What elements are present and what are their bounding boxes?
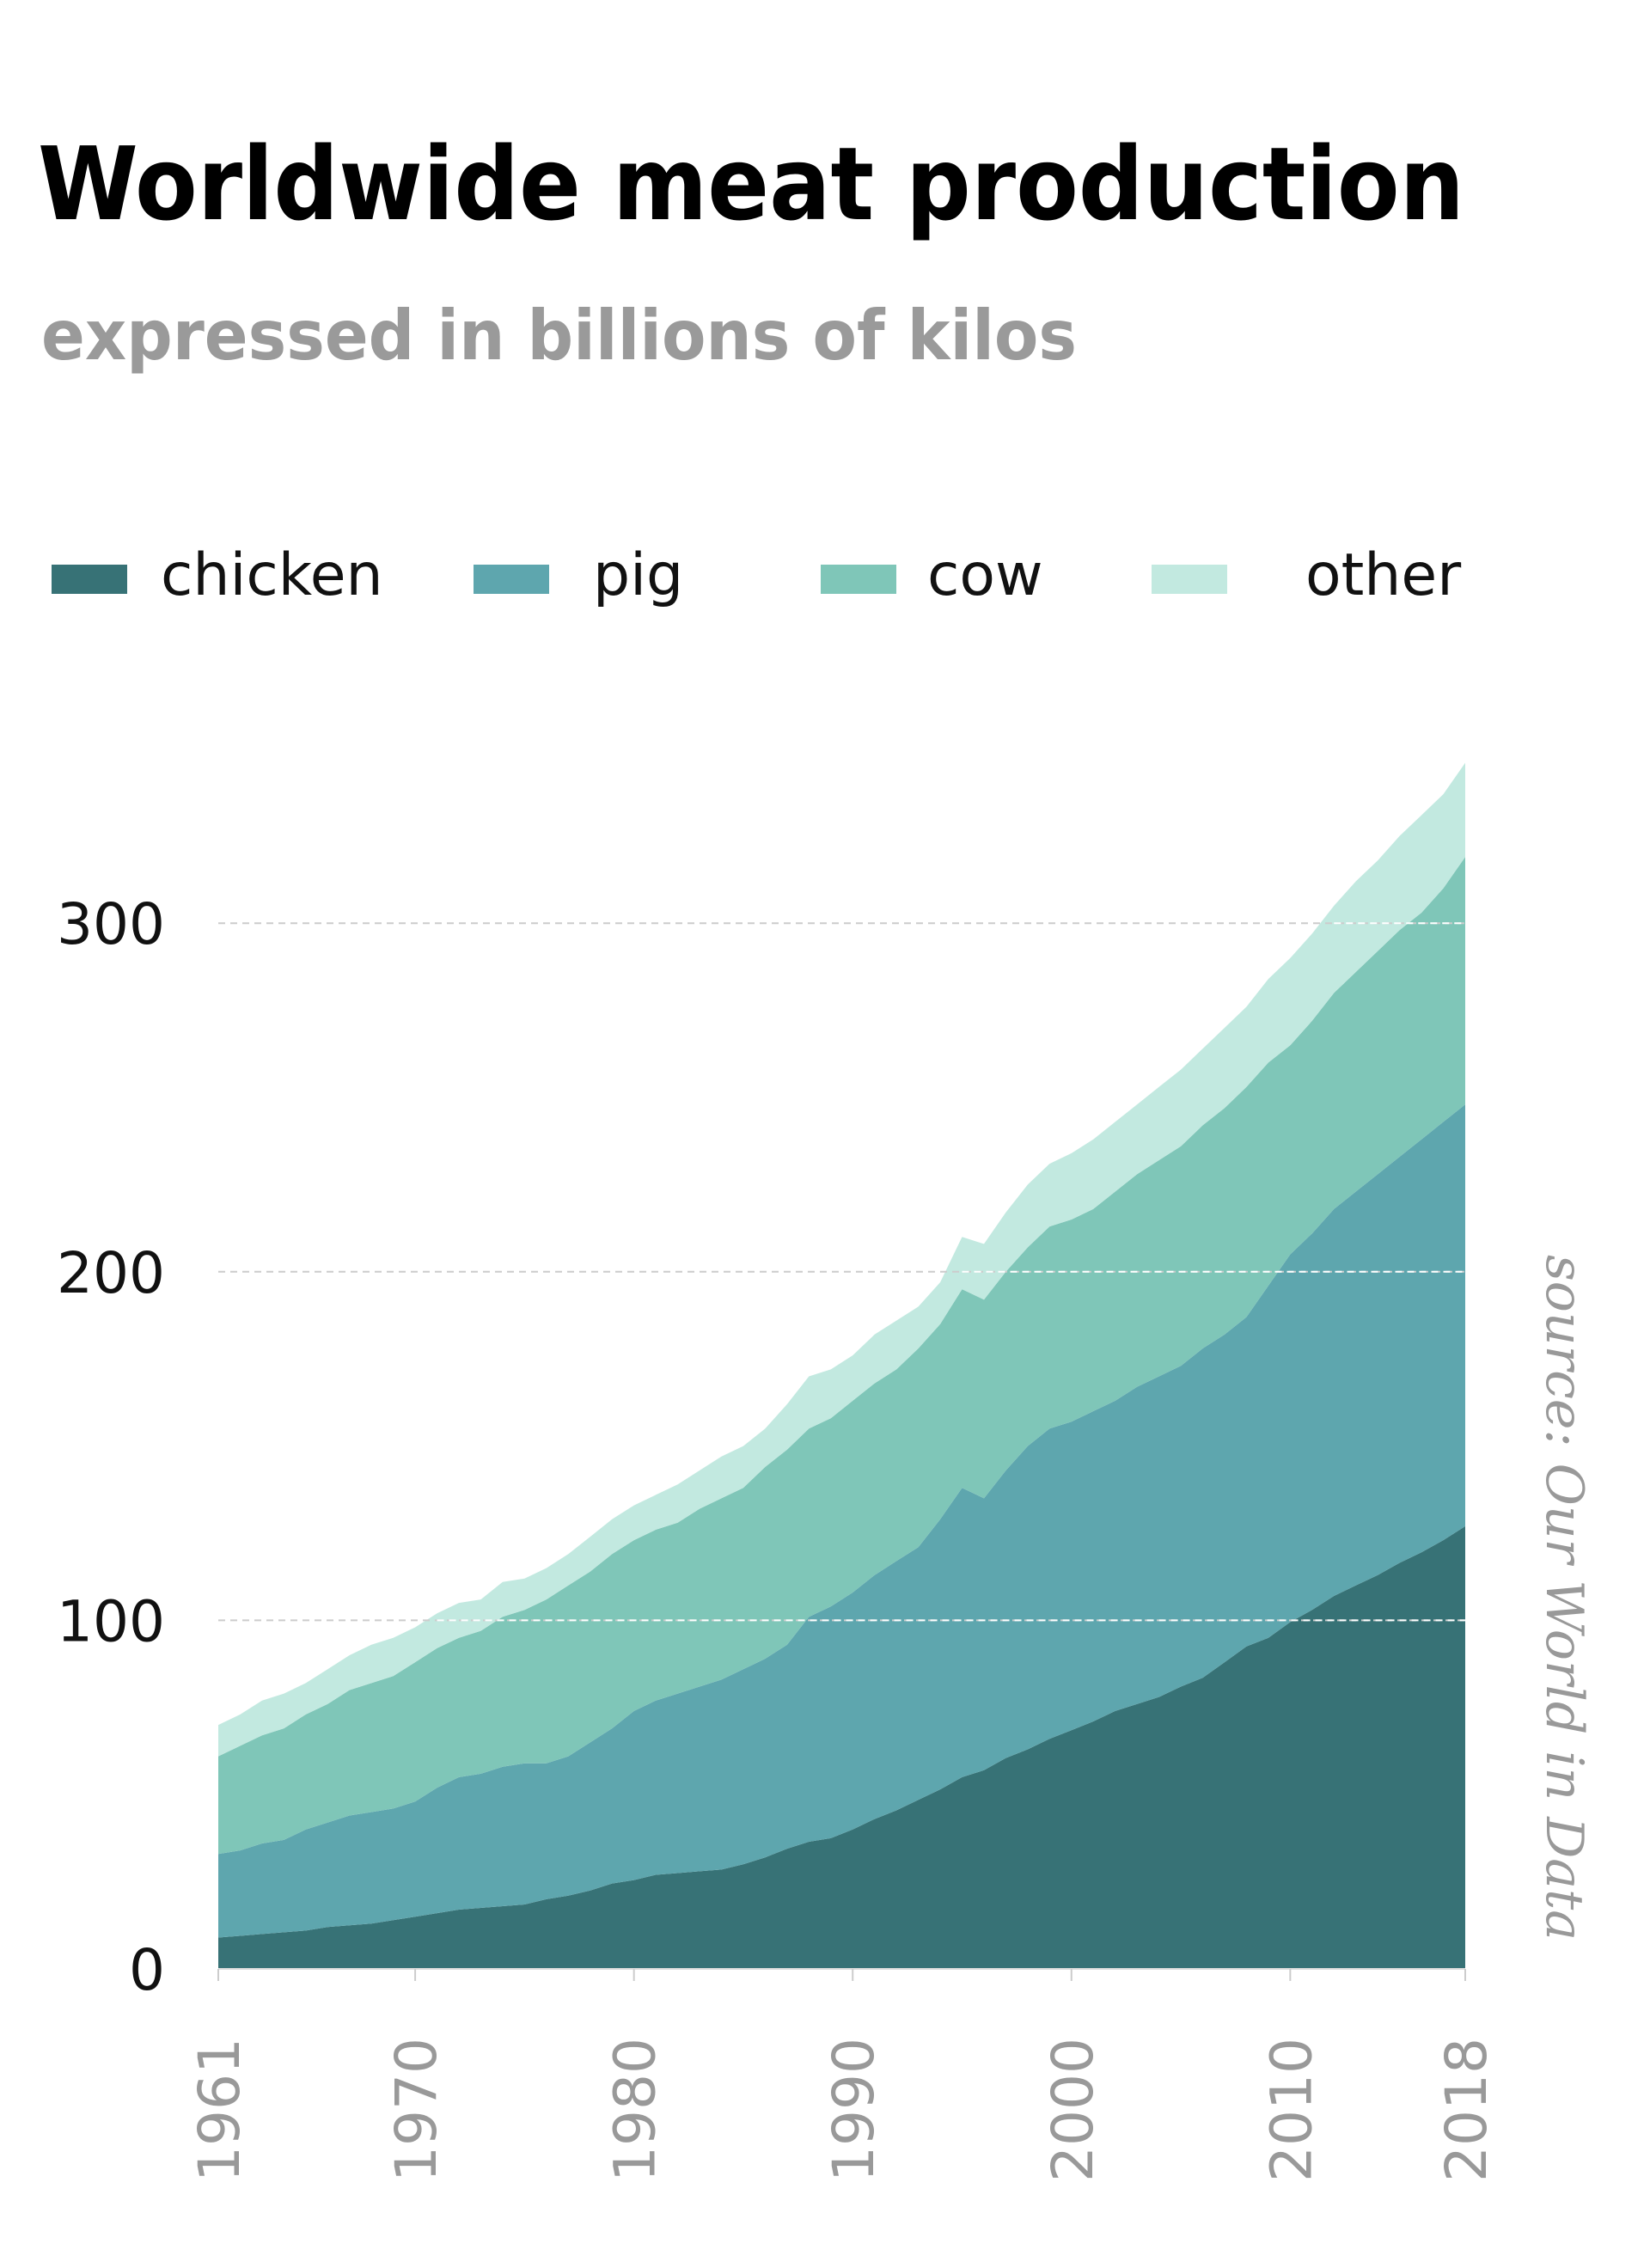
legend: chicken pig cow other (52, 541, 1461, 609)
x-tick-label: 2000 (1040, 2038, 1106, 2182)
stacked-areas (218, 762, 1465, 1969)
legend-label-cow: cow (927, 541, 1043, 609)
source-note: source: Our World in Data (1534, 1255, 1594, 1941)
axes: 1961 1970 1980 1990 2000 2010 2018 (186, 1968, 1500, 2182)
area-cow (218, 857, 1465, 1855)
legend-label-pig: pig (593, 541, 683, 609)
x-tick-label: 2010 (1258, 2038, 1324, 2182)
gridlines: 0 100 200 300 (57, 891, 1465, 2003)
y-tick-label: 300 (57, 891, 165, 957)
x-tick-label: 2018 (1433, 2038, 1500, 2182)
legend-swatch-chicken (52, 565, 127, 594)
y-tick-label: 0 (129, 1937, 165, 2003)
legend-swatch-cow (821, 565, 896, 594)
x-tick-label: 1970 (383, 2038, 449, 2182)
area-chicken (218, 1525, 1465, 1969)
x-tick-label: 1980 (602, 2038, 669, 2182)
area-pig (218, 1104, 1465, 1938)
chart-subtitle: expressed in billions of kilos (41, 296, 1077, 376)
y-tick-label: 100 (57, 1588, 165, 1654)
legend-label-chicken: chicken (161, 541, 383, 609)
chart-title: Worldwide meat production (38, 125, 1464, 243)
legend-label-other: other (1305, 541, 1461, 609)
legend-swatch-pig (474, 565, 549, 594)
y-tick-label: 200 (57, 1240, 165, 1306)
x-tick-label: 1961 (186, 2038, 253, 2182)
legend-swatch-other (1152, 565, 1227, 594)
x-tick-label: 1990 (821, 2038, 887, 2182)
